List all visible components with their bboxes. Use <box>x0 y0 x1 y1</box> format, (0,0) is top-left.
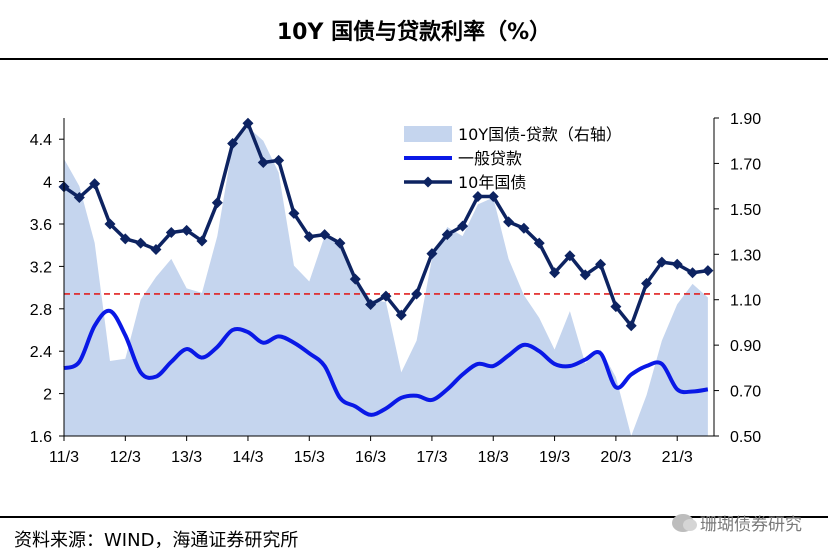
bond-yield-point <box>242 117 254 129</box>
axes-layer: 1.6 2 2.4 2.8 3.2 3.6 4 4.4 0.50 0.70 0.90 1.10 1.30… <box>30 111 761 466</box>
bond-yield-point <box>349 273 361 285</box>
right-tick-label: 1.30 <box>730 247 761 264</box>
bond-yield-point <box>73 192 85 203</box>
bond-yield-point <box>104 218 116 230</box>
bond-yield-point <box>441 229 453 241</box>
bond-yield-point <box>165 226 177 238</box>
right-tick-label: 1.10 <box>730 293 761 310</box>
legend-label-spread: 10Y国债-贷款（右轴） <box>458 125 622 144</box>
bond-yield-point <box>533 237 545 249</box>
bond-yield-point <box>150 243 162 255</box>
bond-yield-point <box>549 267 561 279</box>
bond-yield-point <box>671 258 683 270</box>
bond-yield-point <box>472 190 484 202</box>
bond-yield-point <box>595 258 607 270</box>
loan-rate-line <box>63 308 709 417</box>
spread-area-layer <box>64 127 708 436</box>
bond-yield-point <box>641 277 653 289</box>
bond-yield-point <box>89 178 101 190</box>
left-tick-label: 2.8 <box>30 302 52 319</box>
bond-yield-point <box>702 265 714 277</box>
title-divider <box>0 58 828 60</box>
footer-divider <box>0 516 828 518</box>
bond-yield-point <box>288 207 300 219</box>
bond-yield-point <box>196 235 208 247</box>
legend-label-loan: 一般贷款 <box>458 149 522 168</box>
right-tick-label: 0.70 <box>730 384 761 401</box>
bond-yield-point <box>395 309 407 321</box>
bond-yield-point <box>380 290 392 302</box>
right-tick-label: 1.90 <box>730 111 761 128</box>
bond-yield-point <box>687 267 699 279</box>
bond-yield-point <box>503 216 515 228</box>
left-tick-label: 1.6 <box>30 429 52 446</box>
left-tick-label: 2 <box>43 387 52 404</box>
left-tick-label: 2.4 <box>30 344 52 361</box>
watermark: 珊瑚债券研究 <box>672 510 802 535</box>
x-tick-label: 11/3 <box>49 449 79 466</box>
right-tick-label: 1.70 <box>730 156 761 173</box>
bond-yield-point <box>564 250 576 262</box>
bond-yield-point <box>411 288 423 300</box>
wechat-icon <box>672 513 697 532</box>
x-tick-label: 12/3 <box>110 449 141 466</box>
bond-yield-point <box>579 269 591 281</box>
x-tick-label: 16/3 <box>355 449 386 466</box>
left-tick-label: 4 <box>43 175 52 192</box>
legend-swatch-spread <box>404 126 452 142</box>
bond-yield-point <box>273 154 285 166</box>
legend-marker-bond <box>422 176 434 188</box>
bond-yield-point <box>518 222 530 234</box>
chart-title: 10Y 国债与贷款利率（%） <box>276 20 552 45</box>
x-tick-label: 19/3 <box>539 449 570 466</box>
x-tick-label: 21/3 <box>662 449 693 466</box>
x-tick-label: 17/3 <box>416 449 447 466</box>
left-tick-label: 3.6 <box>30 217 52 234</box>
bond-yield-point <box>135 237 147 249</box>
x-tick-label: 15/3 <box>294 449 325 466</box>
chart: 1.6 2 2.4 2.8 3.2 3.6 4 4.4 0.50 0.70 0.90 1.10 1.30… <box>30 111 761 466</box>
x-tick-label: 18/3 <box>478 449 509 466</box>
bond-yield-point <box>319 229 331 241</box>
legend-label-bond: 10年国债 <box>458 173 526 192</box>
source-note: 资料来源：WIND，海通证券研究所 <box>14 530 299 551</box>
bond-yield-point <box>227 137 239 149</box>
x-tick-label: 14/3 <box>232 449 263 466</box>
bond-yield-point <box>257 157 269 169</box>
bond-yield-point <box>303 231 315 243</box>
bond-yield-point <box>426 248 438 260</box>
left-tick-label: 4.4 <box>30 132 52 149</box>
left-tick-label: 3.2 <box>30 259 52 276</box>
bond-yield-point <box>610 301 622 313</box>
bond-yield-point <box>334 237 346 249</box>
bond-yield-point <box>656 256 668 268</box>
bond-yield-point <box>625 320 637 332</box>
bond-yield-point <box>487 190 499 202</box>
spread-area <box>64 127 708 436</box>
right-tick-label: 0.50 <box>730 429 761 446</box>
bond-yield-point <box>181 224 193 236</box>
x-tick-label: 13/3 <box>171 449 202 466</box>
watermark-text: 珊瑚债券研究 <box>700 515 802 535</box>
right-tick-label: 0.90 <box>730 338 761 355</box>
bond-yield-point <box>211 197 223 209</box>
bond-yield-point <box>457 220 469 232</box>
legend: 10Y国债-贷款（右轴） 一般贷款 10年国债 <box>404 125 622 192</box>
series-lines-layer <box>58 117 714 417</box>
x-tick-label: 20/3 <box>600 449 631 466</box>
bond-yield-point <box>365 299 377 311</box>
right-tick-label: 1.50 <box>730 202 761 219</box>
bond-yield-point <box>119 233 131 245</box>
